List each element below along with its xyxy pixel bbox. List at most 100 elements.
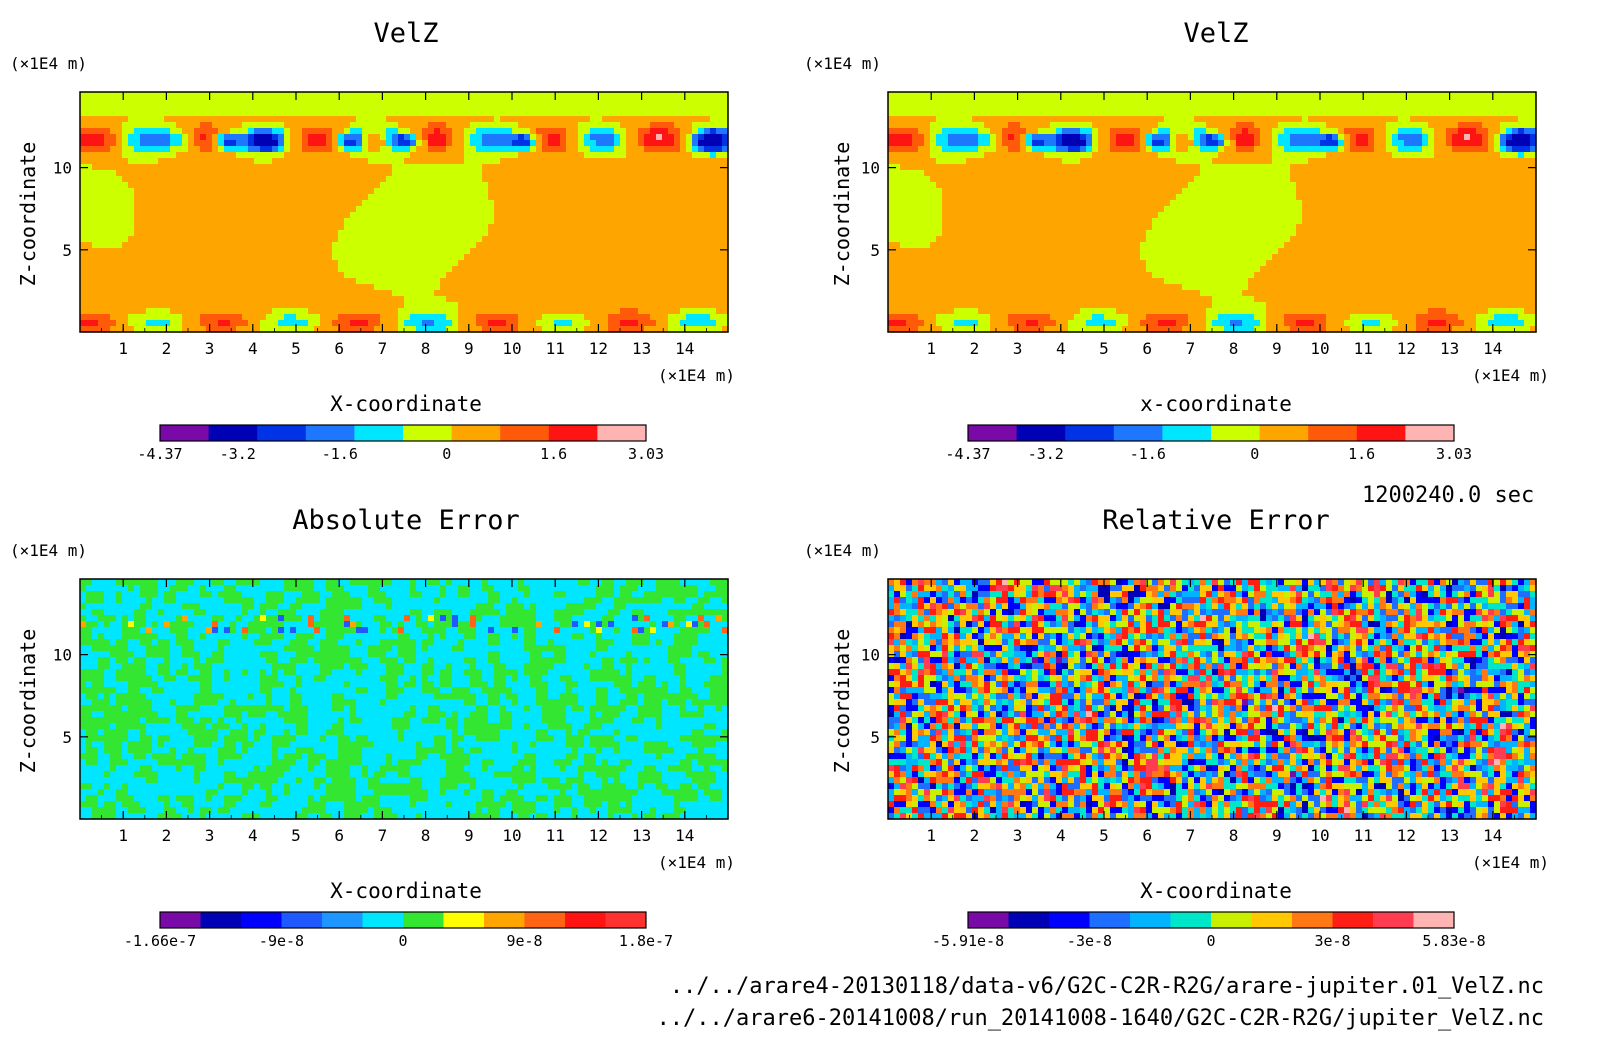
field-cell bbox=[416, 110, 423, 117]
field-cell bbox=[236, 272, 243, 279]
field-cell bbox=[80, 158, 87, 165]
field-cell bbox=[548, 230, 555, 237]
field-cell bbox=[452, 128, 459, 135]
field-cell bbox=[1284, 104, 1291, 111]
field-cell bbox=[584, 140, 591, 147]
field-cell bbox=[530, 164, 537, 171]
field-cell bbox=[1398, 116, 1405, 123]
field-cell bbox=[452, 314, 459, 321]
field-cell bbox=[152, 254, 159, 261]
field-cell bbox=[476, 164, 483, 171]
field-cell bbox=[1458, 110, 1465, 117]
field-cell bbox=[590, 218, 597, 225]
field-cell bbox=[614, 200, 621, 207]
field-cell bbox=[362, 122, 369, 129]
field-cell bbox=[284, 218, 291, 225]
field-cell bbox=[380, 152, 387, 159]
field-cell bbox=[152, 98, 159, 105]
field-cell bbox=[554, 92, 561, 99]
field-cell bbox=[620, 200, 627, 207]
field-cell bbox=[488, 188, 495, 195]
field-cell bbox=[686, 158, 693, 165]
field-cell bbox=[254, 134, 261, 141]
field-cell bbox=[188, 236, 195, 243]
field-cell bbox=[176, 254, 183, 261]
field-cell bbox=[374, 128, 381, 135]
field-cell bbox=[104, 98, 111, 105]
field-cell bbox=[542, 116, 549, 123]
field-cell bbox=[530, 116, 537, 123]
field-cell bbox=[296, 206, 303, 213]
field-cell bbox=[482, 230, 489, 237]
field-cell bbox=[1248, 116, 1255, 123]
field-cell bbox=[1464, 92, 1471, 99]
field-cell bbox=[512, 176, 519, 183]
field-cell bbox=[464, 308, 471, 315]
field-cell bbox=[1452, 110, 1459, 117]
field-cell bbox=[398, 284, 405, 291]
field-cell bbox=[686, 308, 693, 315]
field-cell bbox=[680, 92, 687, 99]
field-cell bbox=[662, 212, 669, 219]
field-cell bbox=[452, 236, 459, 243]
field-cell bbox=[314, 266, 321, 273]
field-cell bbox=[698, 224, 705, 231]
field-cell bbox=[536, 110, 543, 117]
field-cell bbox=[936, 104, 943, 111]
field-cell bbox=[440, 224, 447, 231]
field-cell bbox=[524, 206, 531, 213]
field-cell bbox=[506, 98, 513, 105]
field-cell bbox=[92, 98, 99, 105]
field-cell bbox=[368, 236, 375, 243]
field-cell bbox=[644, 218, 651, 225]
field-cell bbox=[230, 236, 237, 243]
field-cell bbox=[242, 302, 249, 309]
field-cell bbox=[278, 92, 285, 99]
field-cell bbox=[218, 284, 225, 291]
field-cell bbox=[662, 224, 669, 231]
field-cell bbox=[164, 152, 171, 159]
field-cell bbox=[86, 224, 93, 231]
field-cell bbox=[972, 104, 979, 111]
field-cell bbox=[572, 176, 579, 183]
field-cell bbox=[266, 236, 273, 243]
field-cell bbox=[332, 200, 339, 207]
field-cell bbox=[966, 116, 973, 123]
field-cell bbox=[356, 146, 363, 153]
field-cell bbox=[644, 146, 651, 153]
field-cell bbox=[320, 92, 327, 99]
field-cell bbox=[350, 224, 357, 231]
field-cell bbox=[452, 212, 459, 219]
field-cell bbox=[710, 176, 717, 183]
field-cell bbox=[326, 110, 333, 117]
field-cell bbox=[1506, 110, 1513, 117]
field-cell bbox=[146, 248, 153, 255]
field-cell bbox=[236, 278, 243, 285]
field-cell bbox=[128, 92, 135, 99]
field-cell bbox=[452, 260, 459, 267]
field-cell bbox=[140, 266, 147, 273]
field-cell bbox=[638, 260, 645, 267]
field-cell bbox=[464, 188, 471, 195]
field-cell bbox=[494, 224, 501, 231]
field-cell bbox=[344, 140, 351, 147]
field-cell bbox=[1104, 98, 1111, 105]
field-cell bbox=[434, 122, 441, 129]
field-cell bbox=[722, 146, 729, 153]
field-cell bbox=[200, 272, 207, 279]
field-cell bbox=[308, 92, 315, 99]
field-cell bbox=[104, 206, 111, 213]
field-cell bbox=[428, 116, 435, 123]
field-cell bbox=[242, 284, 249, 291]
field-cell bbox=[134, 152, 141, 159]
field-cell bbox=[308, 122, 315, 129]
field-cell bbox=[374, 146, 381, 153]
field-cell bbox=[440, 314, 447, 321]
field-cell bbox=[122, 236, 129, 243]
field-cell bbox=[392, 140, 399, 147]
field-cell bbox=[404, 146, 411, 153]
field-cell bbox=[242, 218, 249, 225]
field-cell bbox=[200, 194, 207, 201]
field-cell bbox=[410, 140, 417, 147]
field-cell bbox=[1302, 110, 1309, 117]
